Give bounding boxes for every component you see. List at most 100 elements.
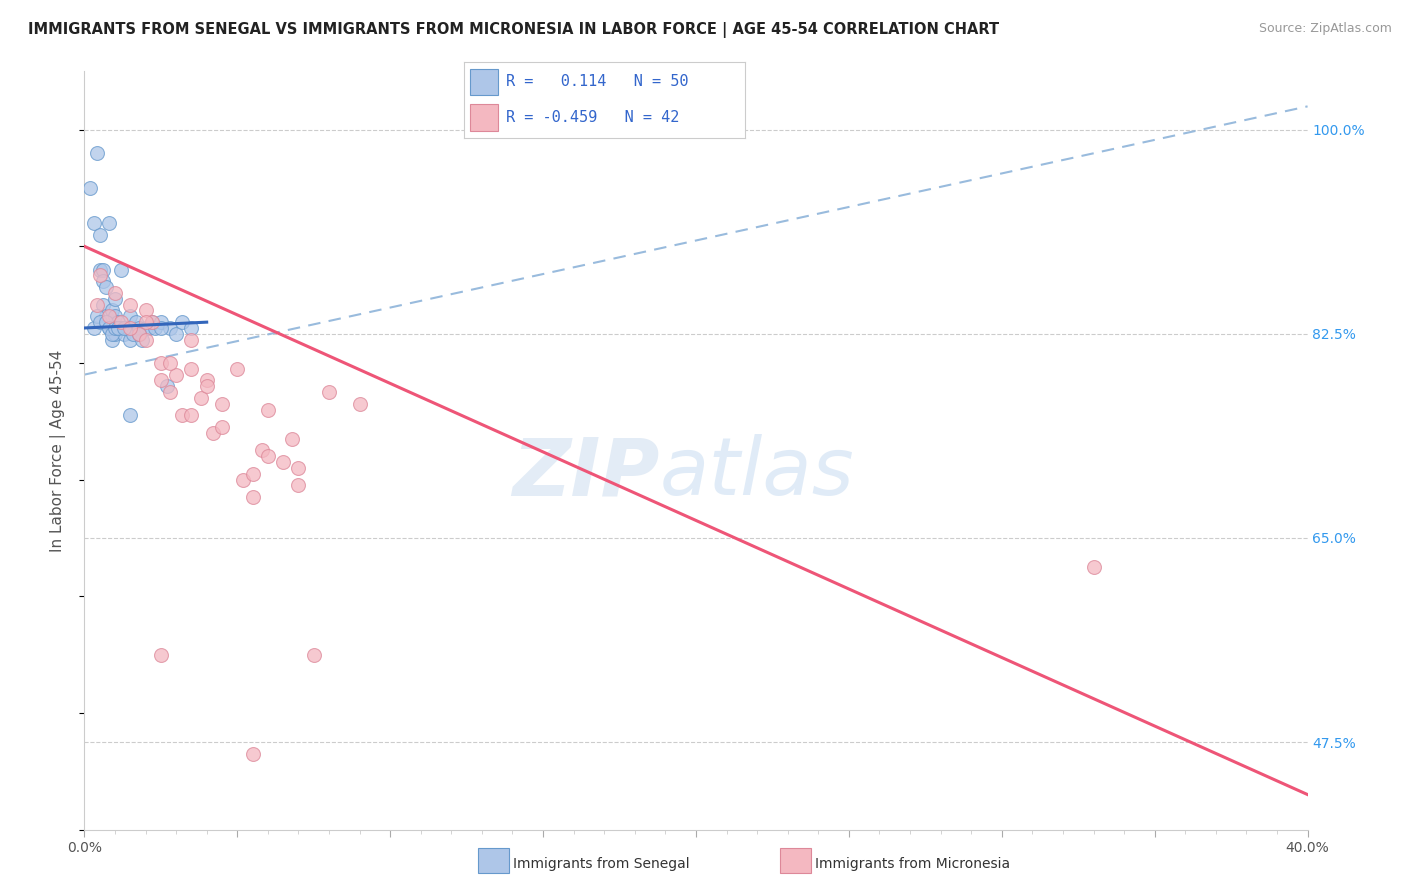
Point: [1083, 560, 1105, 574]
Bar: [470, 69, 498, 95]
Point: [149, 356, 172, 370]
Point: [128, 326, 150, 341]
Point: [128, 326, 150, 341]
Point: [110, 315, 132, 329]
Point: [135, 333, 157, 347]
Point: [120, 310, 142, 324]
Point: [107, 315, 129, 329]
Point: [94, 315, 117, 329]
Point: [143, 321, 166, 335]
Point: [86, 298, 108, 312]
Point: [110, 262, 132, 277]
Point: [172, 315, 194, 329]
Point: [83, 321, 105, 335]
Point: [120, 298, 142, 312]
Point: [201, 425, 224, 440]
Point: [97, 321, 120, 335]
Bar: [470, 104, 498, 130]
Point: [156, 379, 179, 393]
Point: [141, 315, 163, 329]
Point: [250, 443, 273, 458]
Point: [101, 326, 124, 341]
Point: [180, 361, 202, 376]
Point: [107, 321, 129, 335]
Point: [97, 310, 120, 324]
Point: [115, 321, 138, 335]
Point: [180, 333, 202, 347]
Point: [131, 333, 153, 347]
Y-axis label: In Labor Force | Age 45-54: In Labor Force | Age 45-54: [49, 350, 66, 551]
Point: [287, 478, 309, 492]
Point: [349, 397, 371, 411]
Point: [104, 285, 127, 300]
Point: [135, 315, 157, 329]
Point: [195, 374, 218, 388]
Point: [135, 303, 157, 318]
Point: [226, 361, 249, 376]
Point: [211, 420, 233, 434]
Text: R = -0.459   N = 42: R = -0.459 N = 42: [506, 110, 679, 125]
Point: [271, 455, 294, 469]
Point: [94, 280, 117, 294]
Point: [89, 262, 111, 277]
Point: [138, 321, 160, 335]
Point: [125, 315, 148, 329]
Point: [149, 321, 172, 335]
Point: [97, 216, 120, 230]
Point: [242, 490, 264, 504]
Point: [86, 146, 108, 161]
Point: [97, 321, 120, 335]
Point: [211, 397, 233, 411]
Point: [104, 326, 127, 341]
Point: [104, 321, 127, 335]
Point: [242, 467, 264, 481]
Point: [257, 450, 280, 464]
Point: [135, 321, 157, 335]
Point: [89, 227, 111, 242]
Point: [190, 391, 212, 405]
Point: [86, 310, 108, 324]
Point: [180, 409, 202, 423]
Point: [242, 747, 264, 761]
Point: [101, 333, 124, 347]
Point: [318, 385, 340, 400]
Point: [165, 326, 187, 341]
Point: [110, 321, 132, 335]
Text: R =   0.114   N = 50: R = 0.114 N = 50: [506, 74, 689, 89]
Point: [89, 268, 111, 283]
Point: [91, 298, 114, 312]
Text: ZIP: ZIP: [512, 434, 659, 512]
Point: [101, 303, 124, 318]
Point: [172, 409, 194, 423]
Point: [91, 262, 114, 277]
Point: [281, 432, 304, 446]
Point: [120, 333, 142, 347]
Point: [128, 321, 150, 335]
Text: Immigrants from Senegal: Immigrants from Senegal: [513, 857, 690, 871]
Point: [91, 274, 114, 288]
Point: [165, 368, 187, 382]
Point: [302, 648, 325, 662]
Point: [83, 216, 105, 230]
Point: [122, 326, 145, 341]
Point: [159, 385, 181, 400]
Point: [180, 321, 202, 335]
Point: [112, 326, 135, 341]
Text: Immigrants from Micronesia: Immigrants from Micronesia: [815, 857, 1011, 871]
Point: [112, 321, 135, 335]
Point: [94, 310, 117, 324]
Point: [149, 648, 172, 662]
Text: atlas: atlas: [659, 434, 853, 512]
Point: [149, 374, 172, 388]
Point: [232, 473, 254, 487]
Point: [159, 356, 181, 370]
Point: [195, 379, 218, 393]
Point: [104, 310, 127, 324]
Point: [141, 315, 163, 329]
Point: [120, 321, 142, 335]
Point: [257, 402, 280, 417]
Text: IMMIGRANTS FROM SENEGAL VS IMMIGRANTS FROM MICRONESIA IN LABOR FORCE | AGE 45-54: IMMIGRANTS FROM SENEGAL VS IMMIGRANTS FR…: [28, 22, 1000, 38]
Point: [79, 181, 101, 195]
Point: [89, 315, 111, 329]
Point: [104, 292, 127, 306]
